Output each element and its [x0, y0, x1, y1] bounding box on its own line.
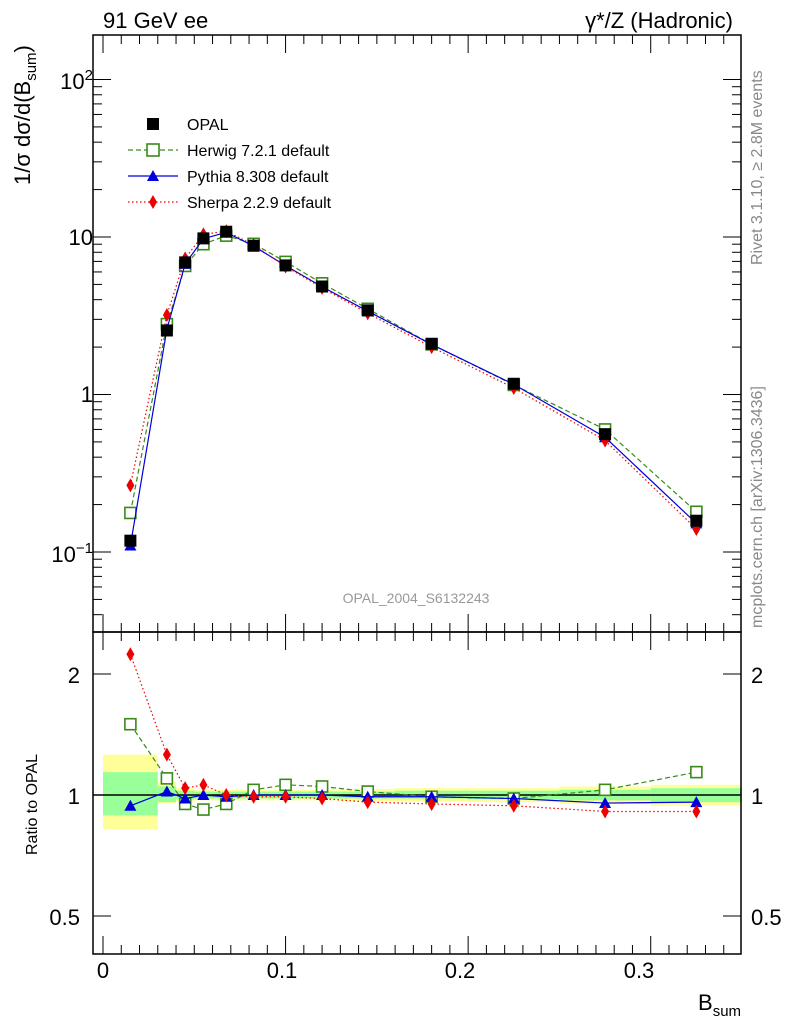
legend-sherpa-marker [149, 195, 157, 209]
opal-point [690, 514, 703, 527]
pythia-ratio-point [425, 790, 438, 802]
main-y-tick-100: 102 [60, 67, 93, 94]
main-y-axis-label: 1/σ dσ/d(Bsum) [10, 45, 40, 185]
sherpa-line [129, 230, 697, 530]
pythia-ratio-point [599, 797, 612, 809]
opal-point [197, 232, 210, 245]
legend-pythia-marker [147, 170, 159, 181]
legend-sherpa-label: Sherpa 2.2.9 default [187, 195, 332, 212]
header-right: γ*/Z (Hadronic) [585, 8, 733, 33]
ratio-y-tick-2-right: 2 [751, 663, 763, 688]
sherpa-ratio-point [162, 747, 171, 762]
herwig-ratio-point [124, 717, 137, 731]
x-tick-0.3: 0.3 [624, 958, 655, 983]
legend-entry-sherpa: Sherpa 2.2.9 default [128, 195, 332, 212]
sherpa-ratio-point [126, 647, 135, 662]
ratio-y-tick-0.5: 0.5 [49, 905, 80, 930]
x-tick-0.2: 0.2 [445, 958, 476, 983]
series-opal [124, 225, 703, 547]
ratio-series-sherpa [126, 647, 701, 819]
sherpa-ratio-point [509, 798, 518, 813]
opal-point [599, 428, 612, 441]
opal-point [507, 377, 520, 390]
legend-opal-label: OPAL [187, 117, 229, 134]
pythia-ratio-point [160, 785, 173, 797]
ratio-series-group [124, 647, 703, 819]
pythia-ratio-point [690, 796, 703, 808]
ratio-axis-ticks [93, 632, 741, 954]
herwig-ratio-point [598, 783, 612, 797]
ratio-plot-frame [92, 631, 742, 955]
legend-pythia-label: Pythia 8.308 default [187, 169, 329, 186]
herwig-point [124, 506, 137, 520]
series-herwig [124, 229, 703, 520]
ratio-y-tick-1-right: 1 [751, 784, 763, 809]
analysis-label: OPAL_2004_S6132243 [343, 590, 490, 606]
opal-point [425, 337, 438, 350]
main-y-tick-0.1: 10−1 [51, 540, 93, 567]
main-series-group [124, 224, 703, 551]
x-tick-0.1: 0.1 [267, 958, 298, 983]
sherpa-ratio-point [281, 789, 290, 804]
ratio-y-axis-label: Ratio to OPAL [24, 754, 41, 855]
opal-point [124, 534, 137, 547]
main-y-tick-10: 10 [69, 225, 93, 250]
pythia-ratio-point [179, 792, 192, 804]
main-y-tick-1: 1 [81, 382, 93, 407]
legend-entry-herwig: Herwig 7.2.1 default [128, 143, 330, 160]
header-left: 91 GeV ee [103, 8, 208, 33]
pythia-ratio-point [124, 799, 137, 811]
sherpa-ratio-point [199, 777, 208, 792]
opal-point [247, 239, 260, 252]
sherpa-ratio-point [601, 804, 610, 819]
legend: OPAL Herwig 7.2.1 default Pythia 8.308 d… [128, 117, 332, 212]
herwig-ratio-point [160, 772, 174, 785]
legend-entry-opal: OPAL [147, 117, 229, 134]
series-sherpa [126, 224, 701, 536]
opal-point [361, 304, 374, 317]
sherpa-ratio-point [427, 796, 436, 811]
legend-entry-pythia: Pythia 8.308 default [128, 169, 329, 186]
herwig-line [129, 235, 697, 514]
opal-point [179, 256, 192, 269]
sherpa-ratio-point [222, 788, 231, 802]
legend-herwig-marker [146, 143, 160, 157]
ratio-y-tick-0.5-right: 0.5 [751, 905, 782, 930]
rivet-label: Rivet 3.1.10, ≥ 2.8M events [749, 70, 766, 265]
opal-point [279, 259, 292, 272]
x-axis-label: Bsum [698, 990, 741, 1020]
sherpa-ratio-point [181, 781, 190, 796]
ratio-y-tick-1: 1 [68, 784, 80, 809]
main-axis-ticks [93, 35, 741, 632]
x-tick-0: 0 [97, 958, 109, 983]
opal-point [316, 280, 329, 293]
sherpa-point [162, 307, 171, 322]
sherpa-ratio-point [318, 791, 327, 806]
sherpa-ratio-point [692, 804, 701, 819]
legend-opal-marker [147, 118, 159, 130]
sherpa-ratio-point [249, 789, 258, 804]
ratio-uncertainty-bands [103, 754, 742, 830]
pythia-ratio-point [197, 789, 210, 800]
herwig-ratio-point [197, 803, 210, 816]
herwig-ratio-point [279, 778, 292, 792]
pythia-ratio-point [507, 792, 520, 804]
pythia-line [129, 231, 697, 546]
opal-point [160, 324, 173, 337]
sherpa-point [126, 478, 135, 493]
herwig-ratio-point [690, 765, 703, 779]
series-pythia [124, 226, 703, 551]
mcplots-label: mcplots.cern.ch [arXiv:1306.3436] [749, 386, 766, 628]
opal-point [220, 225, 233, 238]
sherpa-ratio-point [363, 795, 372, 810]
legend-herwig-label: Herwig 7.2.1 default [187, 143, 330, 160]
ratio-y-tick-2: 2 [68, 663, 80, 688]
